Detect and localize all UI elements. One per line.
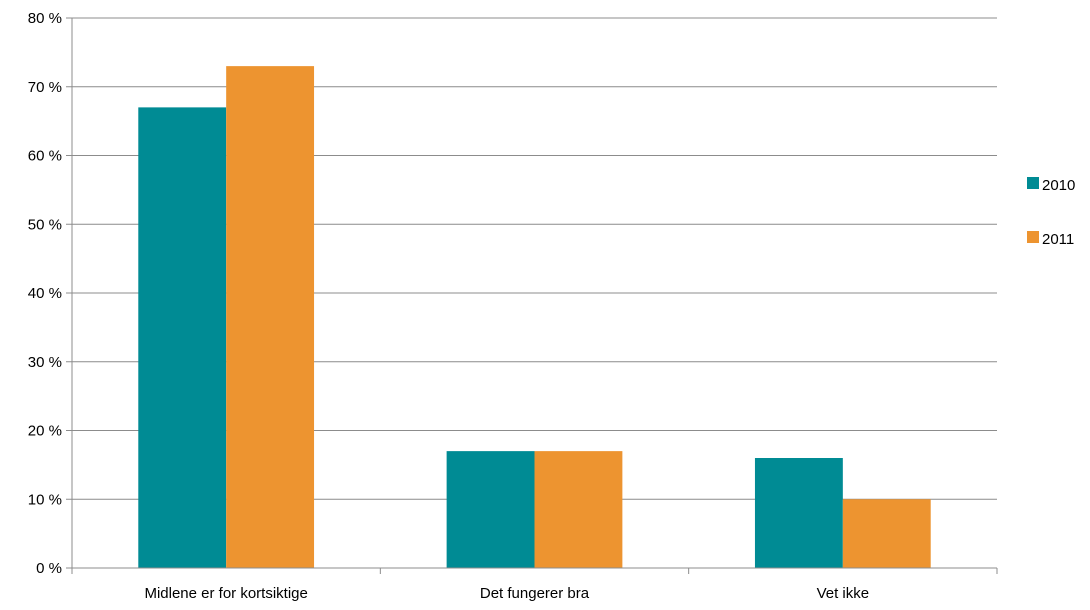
legend-swatch [1027,177,1039,189]
legend: 2010 2011 [1027,177,1075,248]
x-axis-category-labels: Midlene er for kortsiktige Det fungerer b… [144,585,869,602]
y-tick-label: 70 % [28,79,62,96]
bar [754,458,843,568]
legend-label: 2011 [1042,231,1074,248]
legend-swatch [1027,231,1039,243]
x-category-label: Midlene er for kortsiktige [144,585,307,602]
legend-label: 2010 [1042,177,1075,194]
bars [138,66,931,568]
bar [446,451,535,568]
y-axis-tick-labels: 0 % 10 % 20 % 30 % 40 % 50 % 60 % 70 % 80 % [28,10,72,577]
y-tick-label: 80 % [28,10,62,27]
y-tick-label: 60 % [28,148,62,165]
y-tick-label: 40 % [28,285,62,302]
x-category-label: Det fungerer bra [480,585,590,602]
bar [226,66,315,568]
bar [138,107,227,568]
x-category-label: Vet ikke [817,585,870,602]
x-axis [71,18,998,574]
y-tick-label: 10 % [28,491,62,508]
y-tick-label: 30 % [28,354,62,371]
y-tick-label: 50 % [28,216,62,233]
bar [842,499,931,568]
y-tick-label: 0 % [36,560,62,577]
y-tick-label: 20 % [28,423,62,440]
bar [534,451,623,568]
